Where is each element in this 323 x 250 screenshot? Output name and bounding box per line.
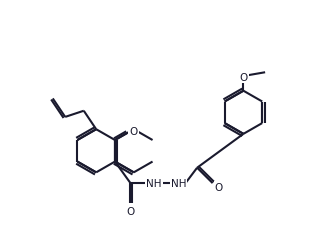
Text: O: O xyxy=(126,206,135,216)
Text: NH: NH xyxy=(146,178,162,188)
Text: O: O xyxy=(130,125,138,135)
Text: O: O xyxy=(239,72,247,83)
Text: O: O xyxy=(129,127,138,137)
Text: NH: NH xyxy=(171,178,186,188)
Text: O: O xyxy=(215,182,223,192)
